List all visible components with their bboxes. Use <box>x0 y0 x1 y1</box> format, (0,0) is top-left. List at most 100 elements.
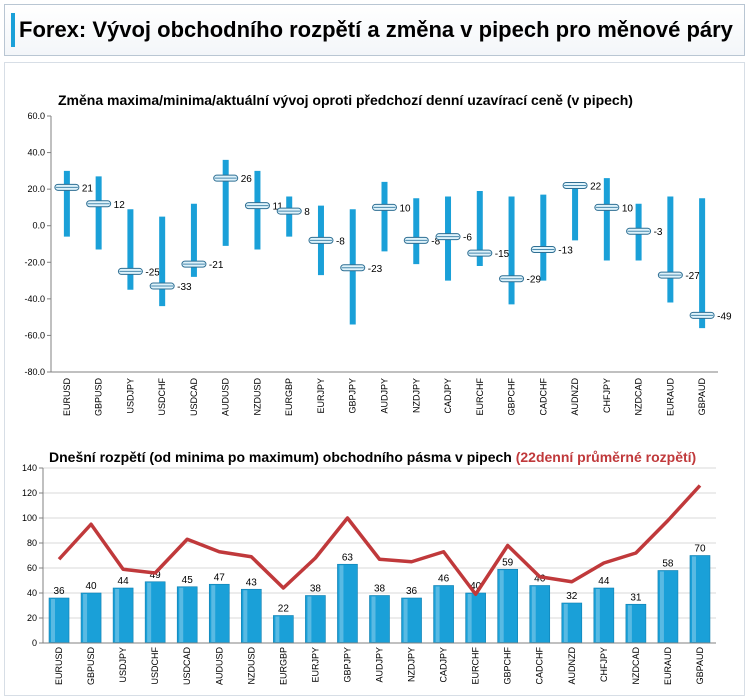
chart1-category-label: NZDCAD <box>634 378 644 416</box>
chart1-y-tick-label: 20.0 <box>27 184 45 194</box>
chart1-y-tick-label: 40.0 <box>27 148 45 158</box>
chart1-current-label: 22 <box>590 181 602 192</box>
chart1-current-label: 8 <box>304 207 310 218</box>
chart2-bar-label: 59 <box>502 557 514 568</box>
chart2-bar-highlight <box>307 596 312 642</box>
chart1-category-label: EURCHF <box>475 377 485 415</box>
chart2-y-tick-label: 100 <box>22 513 37 523</box>
chart1-title: Změna maxima/minima/aktuální vývoj oprot… <box>58 92 633 108</box>
chart1-current-label: -25 <box>145 267 160 278</box>
chart1-current-label: 26 <box>241 174 253 185</box>
chart1-category-label: EURAUD <box>665 378 675 417</box>
chart2-bar-label: 44 <box>598 576 610 587</box>
chart1-category-label: GBPJPY <box>348 378 358 414</box>
chart2-category-label: USDCAD <box>182 647 192 686</box>
chart2-bar-label: 63 <box>342 552 354 563</box>
chart1-current-label: -21 <box>209 260 224 271</box>
chart1-current-label: -3 <box>654 227 663 238</box>
chart2-y-tick-label: 120 <box>22 488 37 498</box>
chart1-current-label: 10 <box>622 203 634 214</box>
chart2-title-main: Dnešní rozpětí (od minima po maximum) ob… <box>49 449 512 465</box>
chart2-category-label: AUDNZD <box>567 647 577 685</box>
chart1-category-label: CADCHF <box>538 377 548 415</box>
chart1-current-label: -15 <box>495 249 510 260</box>
chart1-current-label: -13 <box>558 245 573 256</box>
chart2-bar-label: 45 <box>182 575 194 586</box>
chart2-category-label: GBPAUD <box>695 647 705 685</box>
chart2-category-label: EURAUD <box>663 647 673 686</box>
chart2-category-label: NZDJPY <box>407 647 417 682</box>
chart2-bar-highlight <box>275 616 280 642</box>
chart2-bar-label: 70 <box>694 544 706 555</box>
chart1-current-label: -6 <box>463 233 472 244</box>
chart1-y-tick-label: 60.0 <box>27 111 45 121</box>
chart2-bar-highlight <box>499 570 504 642</box>
chart1-category-label: AUDJPY <box>380 378 390 414</box>
chart2-category-label: EURJPY <box>310 647 320 683</box>
chart1-current-label: 21 <box>82 183 94 194</box>
chart2-category-label: GBPJPY <box>342 647 352 683</box>
chart2-bar-highlight <box>51 599 56 642</box>
header-accent-bar <box>11 13 15 47</box>
chart2-category-label: CHFJPY <box>599 647 609 682</box>
chart1-category-label: AUDNZD <box>570 378 580 416</box>
chart2-y-tick-label: 140 <box>22 463 37 473</box>
chart2-y-tick-label: 60 <box>27 563 37 573</box>
chart2-average-range-line <box>57 484 702 596</box>
chart2-bar-highlight <box>83 594 88 642</box>
chart1-current-label: -49 <box>717 311 732 322</box>
chart2-bar-highlight <box>595 589 600 642</box>
chart2-category-label: AUDJPY <box>375 647 385 683</box>
chart1-category-label: NZDJPY <box>411 378 421 413</box>
chart2-y-tick-label: 40 <box>27 588 37 598</box>
chart1-current-label: -29 <box>527 275 542 286</box>
chart1-category-label: EURGBP <box>284 378 294 416</box>
chart2-category-label: CADJPY <box>439 647 449 683</box>
chart2-bar-label: 49 <box>150 570 162 581</box>
chart1-category-label: AUDUSD <box>221 378 231 417</box>
chart2-bar-highlight <box>147 582 152 642</box>
chart2-bar-highlight <box>467 594 472 642</box>
chart2-bar-highlight <box>435 586 440 642</box>
chart1-y-tick-label: -20.0 <box>24 257 45 267</box>
chart2-bar-highlight <box>627 605 632 642</box>
chart2-bar-label: 40 <box>86 581 98 592</box>
chart2-category-label: GBPUSD <box>86 647 96 686</box>
chart1-category-label: USDCHF <box>157 377 167 415</box>
chart2-bar-highlight <box>243 590 248 642</box>
chart1-category-label: CADJPY <box>443 378 453 414</box>
chart2-bar-label: 40 <box>470 581 482 592</box>
chart1-y-tick-label: -60.0 <box>24 330 45 340</box>
chart1-y-tick-label: 0.0 <box>32 221 45 231</box>
chart1-category-label: EURUSD <box>62 378 72 417</box>
chart2-category-label: EURUSD <box>54 647 64 686</box>
chart2-bar-highlight <box>115 589 120 642</box>
chart1-category-label: EURJPY <box>316 378 326 414</box>
chart1-current-label: -33 <box>177 282 192 293</box>
chart2-bar-label: 38 <box>310 584 322 595</box>
chart1-category-label: GBPCHF <box>507 378 517 416</box>
chart2-category-label: USDJPY <box>118 647 128 683</box>
chart1-current-label: -8 <box>431 236 440 247</box>
chart2-category-label: EURCHF <box>471 646 481 684</box>
chart1-current-label: 12 <box>114 200 126 211</box>
chart2-y-tick-label: 0 <box>32 638 37 648</box>
chart2-category-label: AUDUSD <box>214 647 224 686</box>
charts-panel <box>4 62 745 696</box>
chart2-bar-highlight <box>531 586 536 642</box>
chart1-category-label: CHFJPY <box>602 378 612 413</box>
chart1-category-label: NZDUSD <box>252 378 262 416</box>
chart2-bar-label: 44 <box>118 576 130 587</box>
chart2-bar-highlight <box>659 571 664 642</box>
chart2-category-label: EURGBP <box>278 647 288 685</box>
chart1-current-label: 11 <box>272 202 283 213</box>
chart2-bar-label: 32 <box>566 591 578 602</box>
chart2-bar-highlight <box>179 587 184 642</box>
chart1-current-label: -8 <box>336 236 345 247</box>
chart2-category-label: CADCHF <box>535 646 545 684</box>
chart2-bar-label: 36 <box>406 586 418 597</box>
chart1-category-label: GBPAUD <box>697 378 707 416</box>
chart1-y-tick-label: -80.0 <box>24 367 45 377</box>
chart2-bar-highlight <box>691 556 696 642</box>
